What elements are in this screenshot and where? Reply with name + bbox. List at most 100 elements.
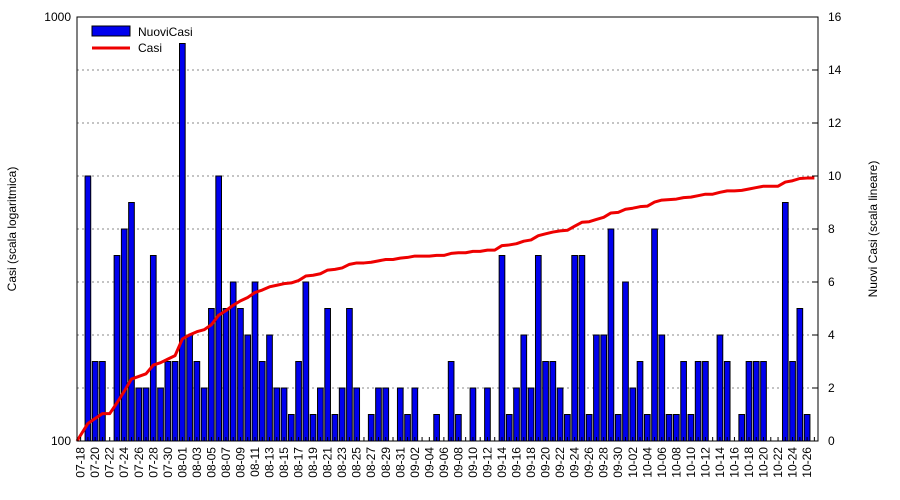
axis-ticks xyxy=(80,16,818,442)
bar-nuovicasi xyxy=(411,387,419,442)
bar-nuovicasi xyxy=(273,387,281,442)
bar-nuovicasi xyxy=(186,334,193,442)
bar-nuovicasi xyxy=(760,361,767,442)
line-casi xyxy=(75,176,815,442)
bar-nuovicasi xyxy=(157,387,164,442)
bar-nuovicasi xyxy=(484,387,491,442)
x-axis-tick-label: 08-05 xyxy=(204,447,218,478)
legend-label-casi: Casi xyxy=(138,41,162,55)
x-axis-tick-label: 09-28 xyxy=(597,447,611,478)
right-axis-tick-label: 8 xyxy=(828,222,835,236)
right-axis-tick-label: 6 xyxy=(828,275,835,289)
x-axis-tick-label: 10-26 xyxy=(800,447,814,478)
bar-nuovicasi xyxy=(600,334,608,442)
bar-nuovicasi xyxy=(513,387,520,442)
x-axis-tick-label: 08-09 xyxy=(233,447,247,478)
bar-nuovicasi xyxy=(571,255,578,442)
x-axis-tick-label: 08-23 xyxy=(335,447,349,478)
x-axis-tick-label: 08-27 xyxy=(364,447,378,478)
x-axis-tick-label: 09-18 xyxy=(524,447,538,478)
x-axis-tick-label: 09-30 xyxy=(611,447,625,478)
bar-nuovicasi xyxy=(447,361,455,442)
left-axis-tick-label: 1000 xyxy=(44,10,71,24)
x-axis-tick-label: 09-20 xyxy=(539,447,553,478)
x-axis-tick-label: 10-16 xyxy=(727,447,741,478)
x-axis-tick-label: 07-18 xyxy=(74,447,88,478)
x-axis-tick-label: 10-18 xyxy=(742,447,756,478)
bar-nuovicasi xyxy=(636,361,644,442)
bar-nuovicasi xyxy=(702,361,709,442)
x-axis-tick-label: 08-29 xyxy=(379,447,393,478)
legend-label-nuovicasi: NuoviCasi xyxy=(138,25,193,39)
left-axis-tick-label: 100 xyxy=(51,434,71,448)
bar-nuovicasi xyxy=(556,387,564,442)
bar-nuovicasi xyxy=(142,387,150,442)
bar-nuovicasi xyxy=(251,281,259,442)
bar-series xyxy=(84,43,811,442)
bar-nuovicasi xyxy=(542,361,549,442)
right-axis-tick-label: 10 xyxy=(828,169,842,183)
bar-nuovicasi xyxy=(498,255,506,442)
line-series xyxy=(75,176,815,442)
x-axis-tick-label: 09-04 xyxy=(422,447,436,478)
bar-nuovicasi xyxy=(179,43,186,442)
bar-nuovicasi xyxy=(193,361,201,442)
x-axis-tick-label: 08-03 xyxy=(190,447,204,478)
x-axis-tick-label: 09-02 xyxy=(408,447,422,478)
x-axis-tick-label: 07-30 xyxy=(161,447,175,478)
bar-nuovicasi xyxy=(629,387,637,442)
bar-nuovicasi xyxy=(99,361,106,442)
bar-nuovicasi xyxy=(716,334,724,442)
x-axis-tick-labels: 07-18 07-20 07-22 07-24 07-26 07-28 07-30 08-01… xyxy=(74,447,814,478)
bar-nuovicasi xyxy=(84,175,92,442)
bar-nuovicasi xyxy=(694,361,702,442)
bar-nuovicasi xyxy=(607,228,615,442)
bar-nuovicasi xyxy=(375,387,382,442)
bar-nuovicasi xyxy=(149,255,157,442)
bar-nuovicasi xyxy=(295,361,302,442)
bar-nuovicasi xyxy=(113,255,121,442)
bar-nuovicasi xyxy=(549,361,557,442)
bar-nuovicasi xyxy=(382,387,390,442)
bar-nuovicasi xyxy=(258,361,266,442)
bar-nuovicasi xyxy=(200,387,208,442)
x-axis-tick-label: 07-22 xyxy=(103,447,117,478)
bar-nuovicasi xyxy=(302,281,310,442)
x-axis-tick-label: 08-11 xyxy=(248,447,262,477)
bar-nuovicasi xyxy=(135,387,143,442)
x-axis-tick-label: 09-16 xyxy=(510,447,524,478)
x-axis-tick-label: 09-22 xyxy=(553,447,567,478)
right-axis-tick-label: 0 xyxy=(828,434,835,448)
bar-nuovicasi xyxy=(208,308,215,442)
bar-nuovicasi xyxy=(781,202,789,442)
right-axis-tick-label: 4 xyxy=(828,328,835,342)
x-axis-tick-label: 09-08 xyxy=(451,447,465,478)
x-axis-tick-label: 09-26 xyxy=(582,447,596,478)
x-axis-tick-label: 10-20 xyxy=(757,447,771,478)
bar-nuovicasi xyxy=(324,308,331,442)
bar-nuovicasi xyxy=(723,361,731,442)
bar-nuovicasi xyxy=(680,361,687,442)
bar-nuovicasi xyxy=(128,202,135,442)
bar-nuovicasi xyxy=(120,228,128,442)
bar-nuovicasi xyxy=(658,334,666,442)
x-axis-tick-label: 10-02 xyxy=(626,447,640,478)
bar-nuovicasi xyxy=(527,387,535,442)
bar-nuovicasi xyxy=(534,255,542,442)
x-axis-tick-label: 08-13 xyxy=(263,447,277,478)
x-axis-tick-label: 08-15 xyxy=(277,447,291,478)
bar-nuovicasi xyxy=(91,361,99,442)
x-axis-tick-label: 09-24 xyxy=(568,447,582,478)
right-axis-label: Nuovi Casi (scala lineare) xyxy=(866,161,880,298)
bar-nuovicasi xyxy=(266,334,273,442)
x-axis-tick-label: 10-12 xyxy=(698,447,712,478)
x-axis-tick-label: 09-06 xyxy=(437,447,451,478)
bar-nuovicasi xyxy=(353,387,361,442)
x-axis-tick-label: 10-24 xyxy=(786,447,800,478)
bar-nuovicasi xyxy=(338,387,346,442)
bar-nuovicasi xyxy=(622,281,629,442)
bar-nuovicasi xyxy=(745,361,753,442)
x-axis-tick-label: 09-10 xyxy=(466,447,480,478)
x-axis-tick-label: 10-22 xyxy=(771,447,785,478)
